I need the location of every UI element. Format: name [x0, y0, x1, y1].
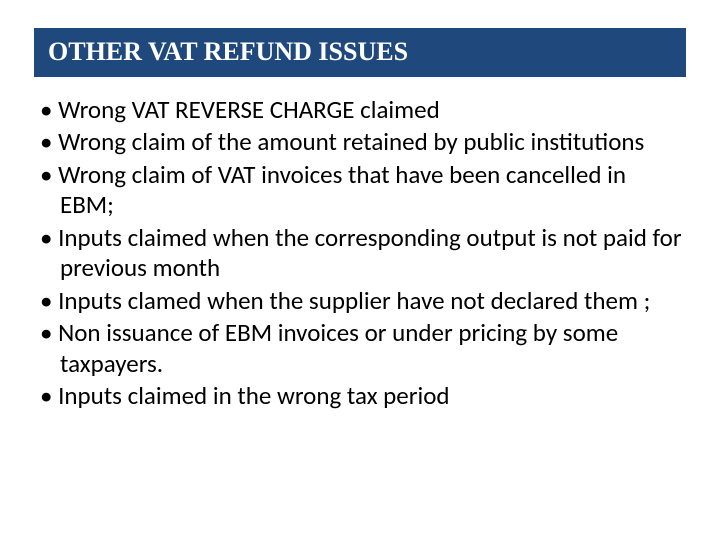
list-item: Inputs claimed when the corresponding ou… [40, 223, 684, 284]
list-item: Non issuance of EBM invoices or under pr… [40, 318, 684, 379]
slide-body: Wrong VAT REVERSE CHARGE claimed Wrong c… [34, 95, 686, 412]
bullet-list: Wrong VAT REVERSE CHARGE claimed Wrong c… [40, 95, 684, 412]
title-bar: OTHER VAT REFUND ISSUES [34, 28, 686, 77]
slide: OTHER VAT REFUND ISSUES Wrong VAT REVERS… [0, 0, 720, 540]
list-item: Inputs claimed in the wrong tax period [40, 381, 684, 412]
slide-title: OTHER VAT REFUND ISSUES [48, 38, 672, 67]
list-item: Wrong claim of VAT invoices that have be… [40, 160, 684, 221]
list-item: Inputs clamed when the supplier have not… [40, 286, 684, 317]
list-item: Wrong VAT REVERSE CHARGE claimed [40, 95, 684, 126]
list-item: Wrong claim of the amount retained by pu… [40, 127, 684, 158]
